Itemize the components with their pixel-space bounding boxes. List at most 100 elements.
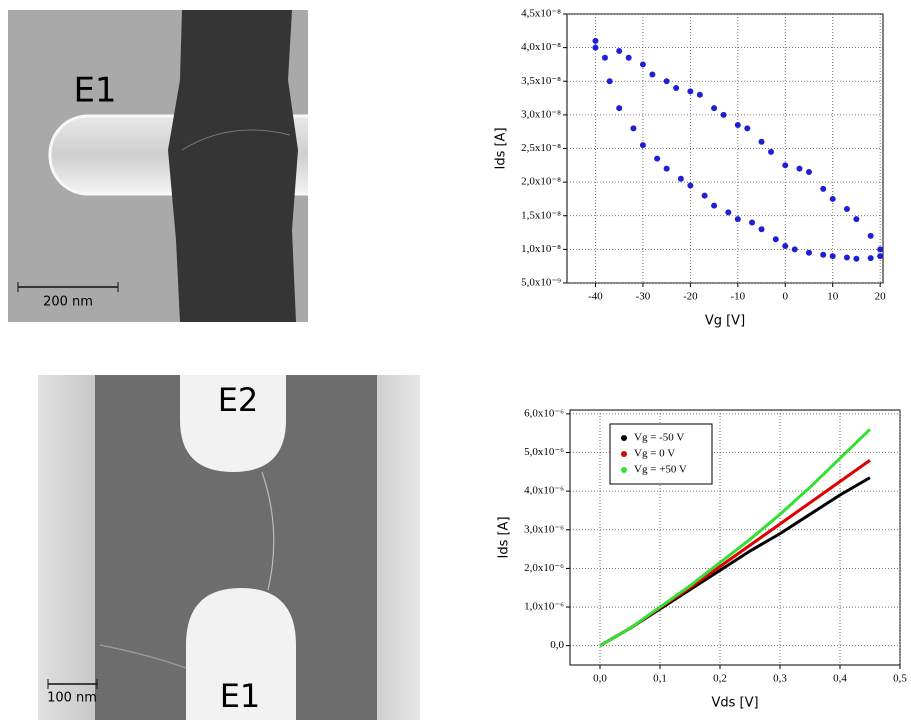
x-tick-label: 20: [875, 291, 887, 303]
point: [734, 216, 741, 223]
point: [867, 232, 874, 239]
point: [796, 165, 803, 172]
x-tick-label: 0,0: [593, 673, 607, 685]
point: [758, 138, 765, 145]
x-tick-label: 0,1: [653, 673, 667, 685]
point: [592, 44, 599, 51]
y-tick-label: 4,0x10⁻⁶: [524, 485, 564, 497]
electrode-label: E1: [73, 71, 116, 111]
y-tick-label: 1,5x10⁻⁸: [521, 209, 561, 221]
legend-box: [609, 423, 713, 485]
nanowire: [181, 129, 291, 151]
y-tick-label: 1,0x10⁻⁶: [524, 601, 564, 613]
y-tick-label: 4,5x10⁻⁸: [521, 8, 561, 20]
point: [663, 78, 670, 85]
y-tick-label: 0,0: [550, 639, 564, 651]
y-tick-label: 3,0x10⁻⁶: [524, 523, 564, 535]
nanowire: [99, 644, 187, 669]
point: [772, 236, 779, 243]
x-axis-label: Vg [V]: [705, 314, 745, 329]
y-tick-label: 5,0x10⁻⁹: [521, 277, 561, 289]
point: [625, 54, 632, 61]
x-tick-label: -30: [636, 291, 651, 303]
x-tick-label: -40: [588, 291, 603, 303]
x-tick-label: 0,3: [773, 673, 787, 685]
point: [843, 254, 850, 261]
electrode-label: E2: [218, 381, 259, 419]
point: [725, 209, 732, 216]
scale-bar-label: 100 nm: [47, 691, 97, 706]
y-tick-label: 3,0x10⁻⁸: [521, 108, 561, 120]
point: [649, 71, 656, 78]
point: [749, 219, 756, 226]
legend-swatch: [621, 467, 627, 473]
bottom-electrode: [186, 588, 296, 720]
electrode-label: E1: [220, 677, 261, 715]
y-tick-label: 2,5x10⁻⁸: [521, 142, 561, 154]
y-axis-label: Ids [A]: [497, 516, 512, 558]
point: [867, 255, 874, 262]
top-electrode: [180, 375, 286, 472]
point: [853, 255, 860, 262]
point: [877, 253, 884, 260]
y-tick-label: 1,0x10⁻⁸: [521, 243, 561, 255]
point: [616, 105, 623, 112]
point: [701, 192, 708, 199]
x-axis-label: Vds [V]: [711, 696, 758, 711]
sem-image-1: E1 E2 200 nm: [8, 10, 389, 322]
point: [601, 54, 608, 61]
point: [654, 155, 661, 162]
chart: -40 -30 -20 -10 0 10 20 5,0x10⁻⁹ 1,0x10⁻⁸ 1,5x10⁻…: [494, 8, 887, 329]
x-tick-label: 0,5: [893, 673, 907, 685]
sem-image-2: E2 E1 100 nm: [38, 375, 420, 720]
series-line: [599, 428, 872, 647]
point: [758, 226, 765, 233]
point: [711, 105, 718, 112]
point: [639, 142, 646, 149]
y-tick-label: 6,0x10⁻⁶: [524, 407, 564, 419]
point: [744, 125, 751, 132]
point: [630, 125, 637, 132]
y-tick-label: 2,0x10⁻⁸: [521, 176, 561, 188]
point: [877, 246, 884, 253]
point: [687, 88, 694, 95]
x-tick-label: -20: [683, 291, 698, 303]
point: [791, 246, 798, 253]
point: [734, 121, 741, 128]
legend-swatch: [621, 435, 627, 441]
y-tick-label: 5,0x10⁻⁶: [524, 446, 564, 458]
point: [639, 61, 646, 68]
electrode-label: E2: [346, 71, 389, 111]
point: [853, 216, 860, 223]
point: [782, 243, 789, 250]
point: [829, 195, 836, 202]
point: [829, 253, 836, 260]
legend-label: Vg = +50 V: [634, 464, 687, 476]
point: [673, 84, 680, 91]
plot-frame: [566, 13, 884, 284]
point: [805, 249, 812, 256]
point: [616, 47, 623, 54]
point: [805, 169, 812, 176]
y-tick-label: 3,5x10⁻⁸: [521, 75, 561, 87]
point: [782, 162, 789, 169]
y-axis-label: Ids [A]: [494, 127, 509, 169]
y-tick-label: 4,0x10⁻⁸: [521, 41, 561, 53]
point: [606, 78, 613, 85]
point: [711, 202, 718, 209]
point: [768, 148, 775, 155]
chart: 0,0 0,1 0,2 0,3 0,4 0,5 0,0 1,0x10⁻⁶ 2,0x10⁻⁶ 3,0…: [497, 407, 908, 710]
legend-label: Vg = 0 V: [634, 448, 675, 460]
gap: [168, 10, 298, 322]
x-tick-label: -10: [730, 291, 745, 303]
point: [687, 182, 694, 189]
scale-bar-label: 200 nm: [43, 295, 93, 310]
x-tick-label: 10: [827, 291, 839, 303]
point: [820, 251, 827, 258]
point: [843, 206, 850, 213]
legend-swatch: [621, 451, 627, 457]
point: [820, 185, 827, 192]
nanowire: [261, 471, 275, 591]
